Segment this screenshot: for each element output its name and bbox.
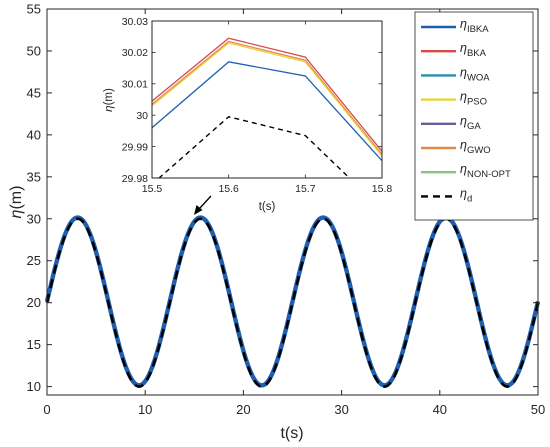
legend-symbol: η: [460, 41, 467, 55]
zoom-arrow-annotation: [194, 195, 212, 215]
legend-subscript: NON-OPT: [467, 169, 511, 180]
legend-symbol: η: [460, 90, 467, 104]
inset-y-tick-label: 30.02: [122, 47, 148, 59]
inset-plot-frame: [151, 20, 383, 179]
legend-item-bka: ηBKA: [421, 41, 487, 59]
main-x-tick-label: 20: [236, 402, 250, 417]
inset-y-axis-label: η(m): [103, 88, 115, 112]
legend-label: ηGWO: [460, 138, 491, 156]
inset-y-axis-symbol: η: [103, 105, 115, 111]
main-y-tick-label: 20: [27, 295, 41, 310]
main-y-tick-label: 10: [27, 379, 41, 394]
main-y-axis-unit: (m): [8, 186, 25, 210]
main-x-axis-label: t(s): [280, 425, 303, 442]
legend-item-ga: ηGA: [421, 114, 481, 132]
legend-symbol: η: [460, 65, 467, 79]
main-y-tick-label: 30: [27, 211, 41, 226]
main-y-tick-label: 25: [27, 253, 41, 268]
legend-label: ηGA: [460, 114, 481, 132]
inset-x-tick-label: 15.6: [218, 183, 239, 195]
main-series-group: [44, 215, 541, 388]
main-y-tick-label: 40: [27, 127, 41, 142]
inset-y-tick-label: 30: [136, 110, 148, 122]
main-y-axis-label: η(m): [8, 186, 25, 219]
inset-y-axis-unit: (m): [103, 88, 115, 105]
legend-subscript: PSO: [467, 97, 487, 108]
main-plot-frame: [46, 8, 539, 396]
main-y-axis-symbol: η: [8, 209, 25, 218]
legend-label: ηIBKA: [460, 17, 489, 35]
zoom-arrow-shaft: [198, 195, 212, 210]
inset-x-tick-label: 15.5: [142, 183, 163, 195]
main-y-tick-label: 15: [27, 337, 41, 352]
legend-symbol: η: [460, 138, 467, 152]
inset-y-tick-label: 29.99: [122, 141, 148, 153]
inset-series-gwo: [152, 40, 382, 155]
legend-symbol: η: [460, 114, 467, 128]
inset-axes: 15.5 15.6 15.7 15.8 29.98 29.99 30 30.01 30.02 3…: [103, 16, 392, 213]
inset-x-axis-label: t(s): [259, 201, 276, 213]
main-x-tick-label: 30: [334, 402, 348, 417]
legend-label: ηWOA: [460, 65, 490, 83]
legend-subscript: IBKA: [467, 24, 489, 35]
inset-x-ticks: 15.5 15.6 15.7 15.8: [142, 21, 393, 195]
inset-series-ibka: [152, 61, 382, 162]
main-y-ticks: 10 15 20 25 30 35 40 45 50 55: [27, 2, 538, 394]
legend-subscript: GWO: [467, 145, 491, 156]
legend-item-d: ηd: [421, 186, 472, 204]
legend-item-woa: ηWOA: [421, 65, 490, 83]
legend-box: [414, 11, 534, 221]
inset-y-ticks: 29.98 29.99 30 30.01 30.02 30.03: [122, 16, 382, 185]
legend-symbol: η: [460, 162, 467, 176]
inset-series-bka: [152, 37, 382, 152]
legend-item-gwo: ηGWO: [421, 138, 491, 156]
inset-series-pso: [152, 42, 382, 157]
inset-series-d: [158, 116, 351, 178]
legend-subscript: d: [467, 193, 472, 204]
legend-label: ηBKA: [460, 41, 487, 59]
inset-x-tick-label: 15.7: [295, 183, 316, 195]
main-series-d: [45, 217, 540, 388]
main-y-tick-label: 35: [27, 169, 41, 184]
legend-label: ηNON-OPT: [460, 162, 511, 180]
inset-y-tick-label: 30.01: [122, 79, 148, 91]
main-x-tick-label: 50: [531, 402, 545, 417]
main-x-ticks: 0 10 20 30 40 50: [43, 9, 545, 417]
legend-subscript: BKA: [467, 48, 487, 59]
legend-item-ibka: ηIBKA: [421, 17, 489, 35]
inset-y-tick-label: 29.98: [122, 173, 148, 185]
legend-label: ηd: [460, 186, 472, 204]
inset-series-group: [152, 37, 382, 178]
zoom-arrow-head: [194, 205, 203, 215]
inset-y-tick-label: 30.03: [122, 16, 148, 28]
main-y-tick-label: 55: [27, 2, 41, 17]
legend-item-pso: ηPSO: [421, 90, 487, 108]
legend-subscript: WOA: [467, 72, 490, 83]
main-y-tick-label: 50: [27, 43, 41, 58]
legend-label: ηPSO: [460, 90, 487, 108]
main-x-tick-label: 40: [433, 402, 447, 417]
main-x-tick-label: 10: [138, 402, 152, 417]
legend-symbol: η: [460, 17, 467, 31]
main-y-tick-label: 45: [27, 85, 41, 100]
main-x-tick-label: 0: [43, 402, 50, 417]
inset-x-tick-label: 15.8: [372, 183, 393, 195]
legend-subscript: GA: [467, 121, 481, 132]
legend-symbol: η: [460, 186, 467, 200]
legend-item-non-opt: ηNON-OPT: [421, 162, 511, 180]
